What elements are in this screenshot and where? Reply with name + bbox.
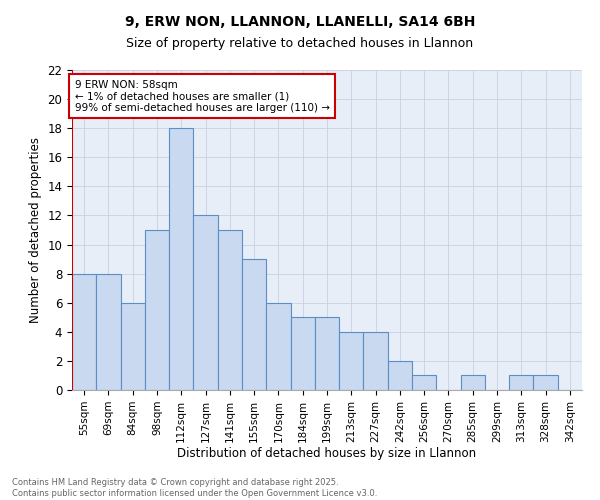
Bar <box>412 376 436 390</box>
Bar <box>96 274 121 390</box>
Bar <box>121 302 145 390</box>
Bar <box>242 259 266 390</box>
Bar <box>388 361 412 390</box>
Bar <box>266 302 290 390</box>
Text: Contains HM Land Registry data © Crown copyright and database right 2025.
Contai: Contains HM Land Registry data © Crown c… <box>12 478 377 498</box>
Bar <box>533 376 558 390</box>
Bar <box>72 274 96 390</box>
Bar <box>509 376 533 390</box>
Bar <box>364 332 388 390</box>
Bar <box>218 230 242 390</box>
X-axis label: Distribution of detached houses by size in Llannon: Distribution of detached houses by size … <box>178 448 476 460</box>
Text: 9 ERW NON: 58sqm
← 1% of detached houses are smaller (1)
99% of semi-detached ho: 9 ERW NON: 58sqm ← 1% of detached houses… <box>74 80 329 113</box>
Text: Size of property relative to detached houses in Llannon: Size of property relative to detached ho… <box>127 38 473 51</box>
Bar <box>315 318 339 390</box>
Y-axis label: Number of detached properties: Number of detached properties <box>29 137 42 323</box>
Bar <box>193 216 218 390</box>
Bar <box>169 128 193 390</box>
Bar <box>461 376 485 390</box>
Text: 9, ERW NON, LLANNON, LLANELLI, SA14 6BH: 9, ERW NON, LLANNON, LLANELLI, SA14 6BH <box>125 15 475 29</box>
Bar <box>339 332 364 390</box>
Bar <box>145 230 169 390</box>
Bar <box>290 318 315 390</box>
